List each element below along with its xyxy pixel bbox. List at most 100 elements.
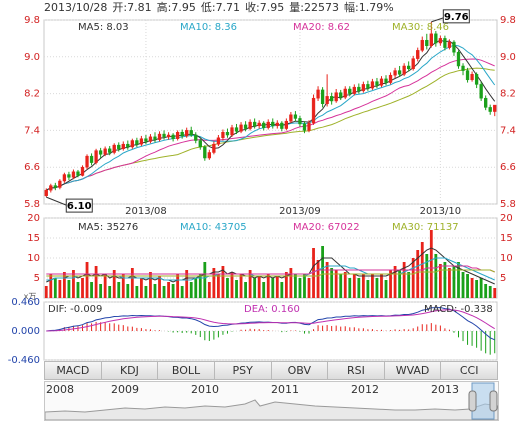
volume-bar <box>235 280 238 298</box>
volume-bar <box>139 278 143 298</box>
quote-change: 1.79% <box>358 1 394 14</box>
candle-body <box>407 65 411 70</box>
volume-ytick-right: 15 <box>500 233 513 244</box>
candle-body <box>334 92 338 102</box>
tab-psy[interactable]: PSY <box>213 361 272 380</box>
navigator-left-handle[interactable] <box>468 390 477 412</box>
volume-ytick-left: 5 <box>34 273 40 284</box>
tab-rsi[interactable]: RSI <box>327 361 385 380</box>
tab-boll[interactable]: BOLL <box>157 361 215 380</box>
tab-macd[interactable]: MACD <box>44 361 102 380</box>
candle-body <box>280 122 284 129</box>
candle-body <box>289 114 293 122</box>
volume-bar <box>361 274 365 298</box>
candle-body <box>488 107 492 112</box>
volume-unit-label: x万 <box>24 292 37 301</box>
price-ma20-line <box>46 58 495 191</box>
volume-bar <box>307 278 311 298</box>
quote-high: 7.95 <box>171 1 196 14</box>
candle-body <box>425 39 429 47</box>
volume-bar <box>366 280 370 298</box>
price-ma5-line <box>46 39 496 191</box>
candle-body <box>416 50 420 59</box>
volume-bar <box>153 284 157 298</box>
price-ytick-left: 9.0 <box>24 52 40 63</box>
volume-bar <box>448 268 451 298</box>
quote-low: 7.71 <box>215 1 241 14</box>
volume-bar <box>185 270 189 298</box>
volume-bar <box>384 280 388 298</box>
navigator-right-handle[interactable] <box>489 390 498 412</box>
navigator-year-2013: 2013 <box>431 383 459 396</box>
tab-obv[interactable]: OBV <box>270 361 329 380</box>
volume-bar <box>67 280 71 298</box>
low-marker-label: 6.10 <box>67 201 92 212</box>
volume-bar <box>144 286 148 298</box>
volume-bar <box>198 274 202 298</box>
volume-bar <box>303 274 306 298</box>
candle-body <box>207 152 211 159</box>
candle-body <box>71 171 76 178</box>
volume-bar <box>280 282 284 298</box>
quote-low-label: 低: <box>200 1 216 14</box>
volume-bar <box>194 278 198 298</box>
price-ytick-right: 8.2 <box>500 89 516 100</box>
candle-body <box>94 150 98 163</box>
candle-body <box>375 81 379 86</box>
volume-bar <box>429 230 433 298</box>
tab-wvad[interactable]: WVAD <box>383 361 442 380</box>
volume-bar <box>248 270 252 298</box>
tab-cci[interactable]: CCI <box>440 361 498 380</box>
volume-bar <box>81 278 84 298</box>
candle-body <box>316 89 320 99</box>
volume-bar <box>112 270 116 298</box>
volume-bar <box>53 278 57 298</box>
volume-bar <box>371 274 374 298</box>
volume-bar <box>352 274 356 298</box>
candle-body <box>153 136 157 140</box>
volume-bar <box>72 270 75 298</box>
volume-bar <box>357 278 361 298</box>
candle-body <box>379 78 384 86</box>
volume-bar <box>244 282 247 298</box>
volume-bar <box>230 272 234 298</box>
tab-kdj[interactable]: KDJ <box>100 361 159 380</box>
candle-body <box>203 146 207 159</box>
volume-bar <box>226 278 229 298</box>
volume-bar <box>488 286 492 298</box>
volume-bar <box>221 266 225 298</box>
candle-body <box>411 58 415 70</box>
volume-bar <box>158 276 161 298</box>
volume-legend-ma20: MA20: 67022 <box>293 222 360 233</box>
volume-ytick-left: 20 <box>27 213 40 224</box>
candle-body <box>230 127 234 136</box>
volume-bar <box>103 274 107 298</box>
volume-bar <box>416 250 420 298</box>
volume-ma20-line <box>46 265 495 275</box>
candle-body <box>76 171 80 176</box>
volume-ytick-right: 5 <box>500 273 506 284</box>
macd-ytick: 0.460 <box>11 297 40 308</box>
volume-bar <box>443 262 447 298</box>
candle-body <box>447 41 452 48</box>
volume-bar <box>217 274 220 298</box>
range-navigator[interactable] <box>44 381 499 421</box>
volume-bar <box>475 280 479 298</box>
volume-bar <box>452 266 456 298</box>
volume-bar <box>171 284 175 298</box>
high-marker-box <box>442 9 470 24</box>
price-legend-ma20: MA20: 8.62 <box>293 22 350 33</box>
price-xtick: 2013/08 <box>125 206 167 217</box>
price-legend-ma30: MA30: 8.46 <box>392 22 449 33</box>
macd-legend-dea: DEA: 0.160 <box>244 304 300 315</box>
volume-bar <box>411 258 415 298</box>
volume-bar <box>239 274 243 298</box>
candle-body <box>171 134 175 139</box>
volume-bar <box>316 260 320 298</box>
volume-bar <box>461 272 465 298</box>
candle-body <box>180 131 184 137</box>
volume-bar <box>85 262 89 298</box>
volume-bar <box>271 278 275 298</box>
candle-body <box>175 131 180 139</box>
candle-body <box>139 138 144 145</box>
